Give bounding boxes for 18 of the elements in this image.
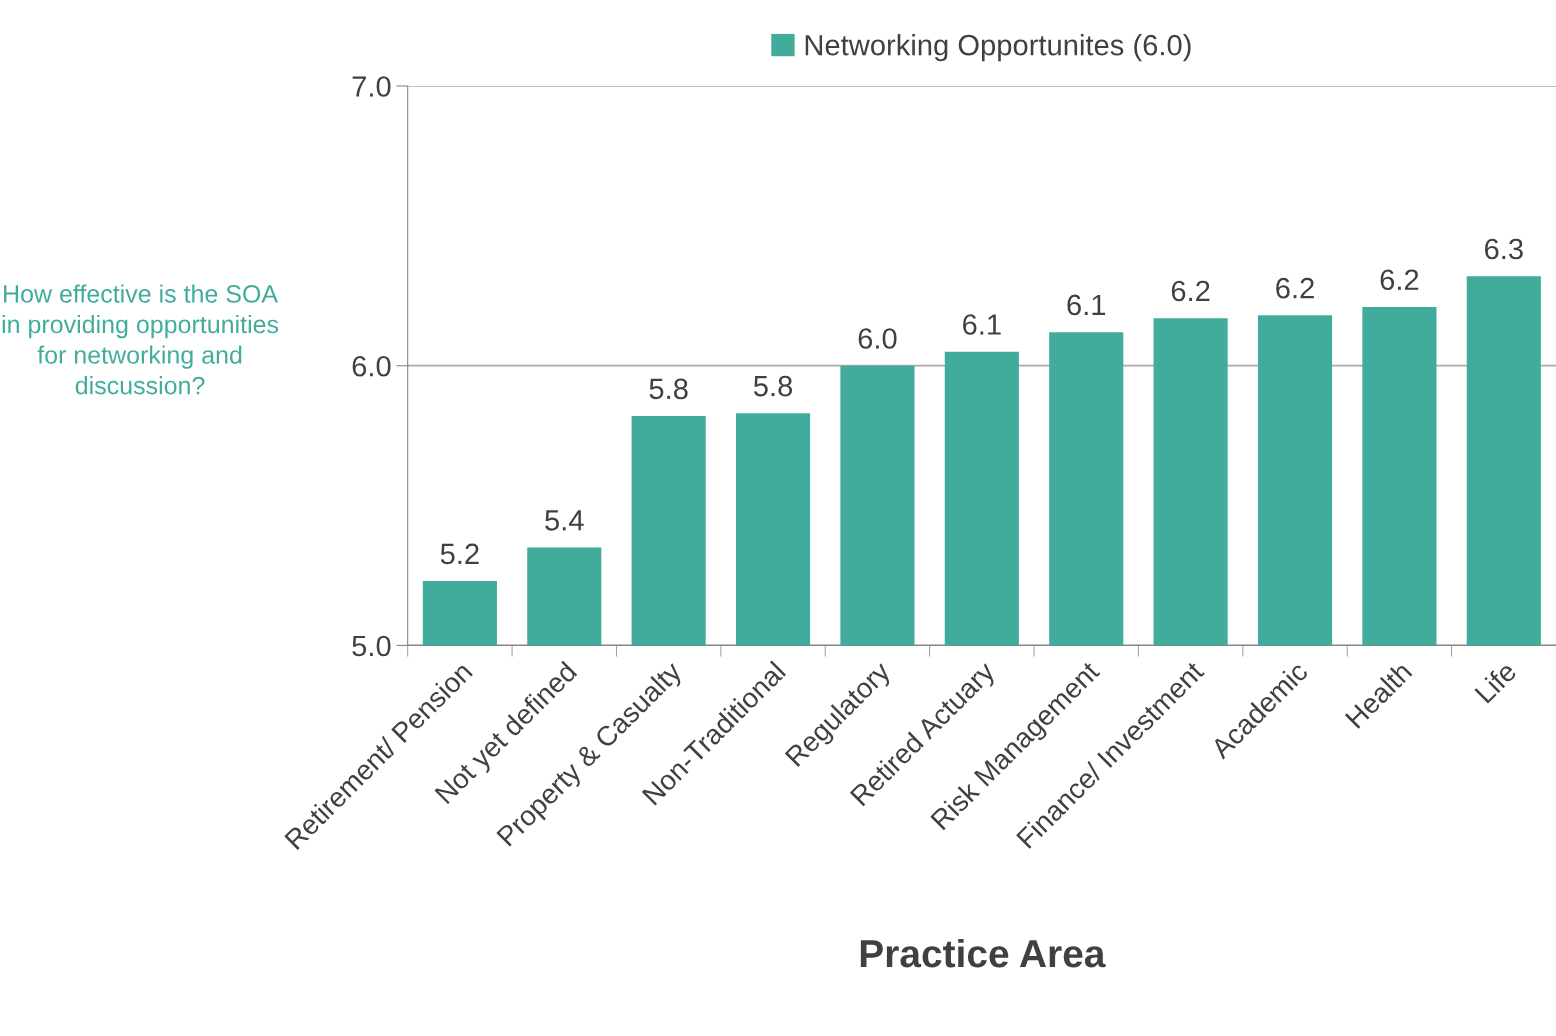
data-label: 5.4 (545, 510, 584, 531)
data-label: 6.1 (1067, 294, 1106, 316)
data-label: 5.8 (649, 378, 688, 400)
data-label: 6.3 (1485, 238, 1523, 260)
data-label: 6.2 (1276, 277, 1314, 299)
y-tick-label: 7.0 (352, 76, 391, 97)
data-label: 6.0 (858, 328, 897, 349)
data-label: 6.1 (963, 314, 1001, 335)
legend-label: Networking Opportunites (6.0) (805, 34, 1191, 62)
data-label: 6.2 (1171, 280, 1210, 302)
data-label: 5.8 (753, 375, 793, 397)
y-tick-label: 5.0 (352, 635, 391, 657)
data-label: 5.2 (440, 543, 479, 565)
x-axis-title: Practice Area (860, 938, 1106, 968)
y-axis-title: How effective is the SOA in providing opportunities for networking and discussion? (2, 284, 279, 395)
y-tick-label: 6.0 (352, 355, 391, 377)
data-label: 6.2 (1380, 269, 1419, 291)
x-tick-label: Life (1473, 660, 1518, 704)
